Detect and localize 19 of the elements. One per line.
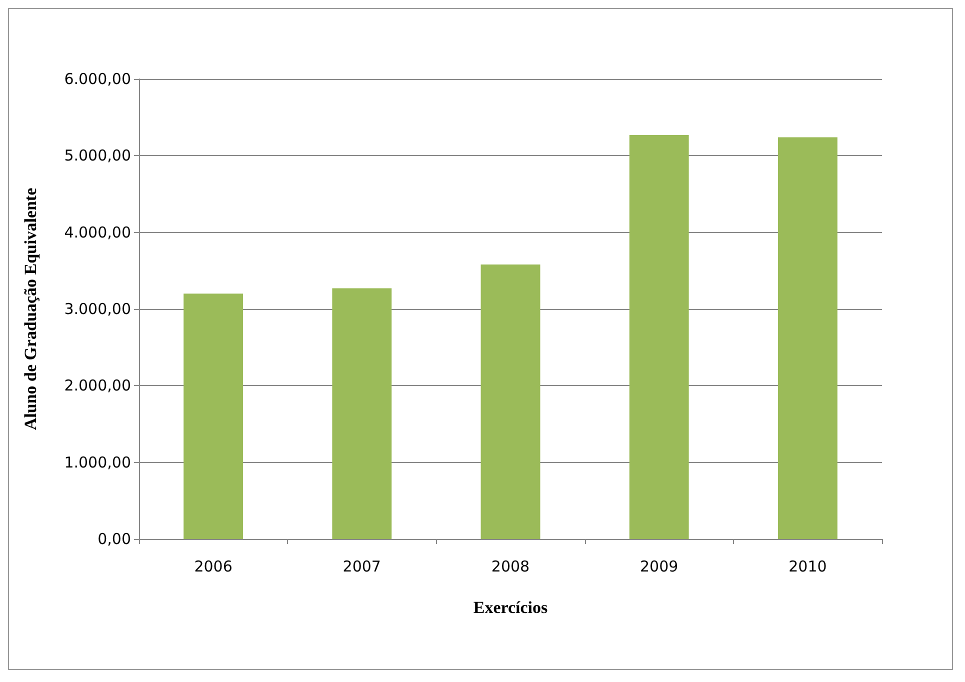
- bar: [629, 134, 689, 539]
- x-axis-title: Exercícios: [473, 598, 548, 617]
- x-tick-label: 2006: [194, 558, 232, 576]
- bar: [480, 264, 540, 539]
- y-tick-label: 5.000,00: [64, 146, 131, 165]
- y-tick-label: 4.000,00: [64, 223, 131, 242]
- x-tick-label: 2008: [491, 558, 530, 576]
- y-tick-label: 3.000,00: [64, 300, 131, 318]
- y-tick-label: 0,00: [98, 530, 131, 548]
- x-tick-label: 2007: [342, 558, 381, 576]
- x-tick-label: 2010: [788, 558, 827, 576]
- bar: [184, 294, 244, 539]
- bar: [778, 137, 838, 539]
- bar: [332, 288, 392, 539]
- x-tick-label: 2009: [640, 558, 678, 576]
- y-axis-title: Aluno de Graduação Equivalente: [21, 187, 40, 430]
- y-tick-label: 2.000,00: [64, 376, 131, 395]
- y-tick-label: 1.000,00: [64, 453, 131, 472]
- y-tick-label: 6.000,00: [64, 70, 131, 88]
